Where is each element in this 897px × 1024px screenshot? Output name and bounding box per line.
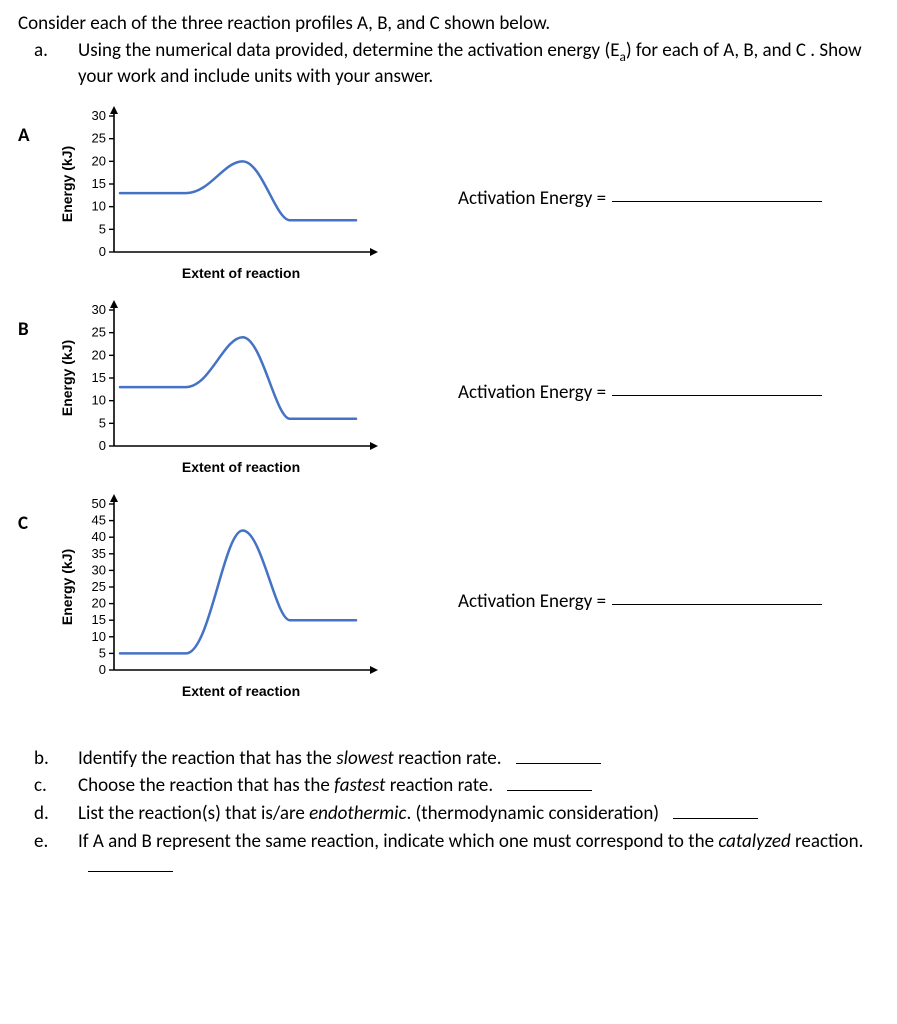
svg-text:5: 5 — [99, 415, 106, 430]
svg-text:0: 0 — [99, 438, 106, 453]
part-a: a.Using the numerical data provided, det… — [56, 39, 879, 88]
svg-text:Energy (kJ): Energy (kJ) — [59, 549, 75, 625]
svg-text:Extent of reaction: Extent of reaction — [182, 265, 300, 281]
part-a-letter: a. — [56, 39, 78, 62]
svg-text:20: 20 — [92, 595, 106, 610]
svg-text:Energy (kJ): Energy (kJ) — [59, 340, 75, 416]
svg-text:45: 45 — [92, 512, 106, 527]
svg-text:15: 15 — [92, 370, 106, 385]
q-letter: d. — [56, 801, 78, 827]
svg-text:0: 0 — [99, 244, 106, 259]
svg-text:Extent of reaction: Extent of reaction — [182, 459, 300, 475]
svg-text:10: 10 — [92, 198, 106, 213]
ea-label-a: Activation Energy = — [458, 187, 822, 210]
q-post: reaction rate. — [394, 747, 502, 770]
profile-label-a: A — [18, 106, 58, 147]
q-em: catalyzed — [718, 830, 790, 853]
intro-text: Consider each of the three reaction prof… — [18, 12, 879, 35]
blank-qb[interactable] — [516, 763, 601, 764]
svg-text:10: 10 — [92, 392, 106, 407]
question-d: d.List the reaction(s) that is/are endot… — [56, 801, 879, 827]
svg-text:25: 25 — [92, 579, 106, 594]
svg-text:Extent of reaction: Extent of reaction — [182, 683, 300, 699]
reaction-profile-chart: 0 5 10 15 20 25 30 Energy (kJ) Extent of reactio… — [58, 300, 378, 480]
q-em: fastest — [334, 774, 385, 797]
svg-text:25: 25 — [92, 324, 106, 339]
svg-text:5: 5 — [99, 645, 106, 660]
q-letter: b. — [56, 746, 78, 772]
svg-text:25: 25 — [92, 130, 106, 145]
svg-text:10: 10 — [92, 629, 106, 644]
profile-label-b: B — [18, 300, 58, 341]
q-pre: Identify the reaction that has the — [78, 747, 336, 770]
question-e: e.If A and B represent the same reaction… — [56, 829, 879, 880]
reaction-profile-chart: 0 510 15 2025 3035 40 4550 Energy (kJ) Extent of… — [58, 494, 378, 704]
q-em: slowest — [336, 747, 394, 770]
profile-label-c: C — [18, 494, 58, 535]
blank-qc[interactable] — [507, 790, 592, 791]
profile-row-a: A 0 5 10 15 20 25 30 Energy (kJ) Extent of react… — [18, 106, 879, 292]
question-b: b.Identify the reaction that has the slo… — [56, 746, 879, 772]
part-a-text1: Using the numerical data provided, deter… — [78, 39, 619, 62]
q-pre: Choose the reaction that has the — [78, 774, 334, 797]
q-pre: If A and B represent the same reaction, … — [78, 830, 718, 853]
ea-text: Activation Energy = — [458, 381, 606, 404]
svg-text:50: 50 — [92, 496, 106, 511]
svg-text:30: 30 — [92, 302, 106, 317]
ea-text: Activation Energy = — [458, 187, 606, 210]
blank-b[interactable] — [612, 395, 822, 396]
svg-text:30: 30 — [92, 562, 106, 577]
svg-text:15: 15 — [92, 176, 106, 191]
questions-block: b.Identify the reaction that has the slo… — [56, 746, 879, 880]
q-post: reaction rate. — [385, 774, 493, 797]
q-post: . (thermodynamic consideration) — [406, 802, 659, 825]
ea-label-b: Activation Energy = — [458, 381, 822, 404]
profile-row-c: C 0 510 15 2025 3035 40 4550 Energy (kJ) Extent … — [18, 494, 879, 710]
question-c: c.Choose the reaction that has the faste… — [56, 773, 879, 799]
q-letter: c. — [56, 773, 78, 799]
svg-text:15: 15 — [92, 612, 106, 627]
svg-text:30: 30 — [92, 108, 106, 123]
svg-text:5: 5 — [99, 221, 106, 236]
blank-a[interactable] — [612, 201, 822, 202]
svg-text:20: 20 — [92, 347, 106, 362]
ea-text: Activation Energy = — [458, 590, 606, 613]
ea-label-c: Activation Energy = — [458, 590, 822, 613]
svg-text:35: 35 — [92, 546, 106, 561]
q-post: reaction. — [791, 830, 864, 853]
chart-a: 0 5 10 15 20 25 30 Energy (kJ) Extent of reactio… — [58, 106, 398, 292]
blank-qd[interactable] — [673, 818, 758, 819]
blank-c[interactable] — [612, 604, 822, 605]
svg-text:Energy (kJ): Energy (kJ) — [59, 146, 75, 222]
svg-text:40: 40 — [92, 529, 106, 544]
chart-c: 0 510 15 2025 3035 40 4550 Energy (kJ) Extent of… — [58, 494, 398, 710]
chart-b: 0 5 10 15 20 25 30 Energy (kJ) Extent of reactio… — [58, 300, 398, 486]
q-em: endothermic — [309, 802, 406, 825]
profile-row-b: B 0 5 10 15 20 25 30 Energy (kJ) Extent of react… — [18, 300, 879, 486]
svg-text:20: 20 — [92, 153, 106, 168]
blank-qe[interactable] — [88, 871, 173, 872]
q-letter: e. — [56, 829, 78, 855]
q-pre: List the reaction(s) that is/are — [78, 802, 309, 825]
svg-text:0: 0 — [99, 662, 106, 677]
reaction-profile-chart: 0 5 10 15 20 25 30 Energy (kJ) Extent of reactio… — [58, 106, 378, 286]
